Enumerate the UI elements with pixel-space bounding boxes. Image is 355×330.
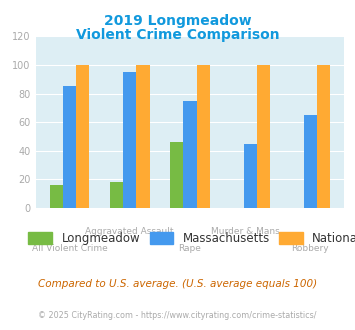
Bar [183,101,197,208]
Text: Murder & Mans...: Murder & Mans... [212,227,289,236]
Legend: Longmeadow, Massachusetts, National: Longmeadow, Massachusetts, National [24,227,355,249]
Bar [63,86,76,208]
Bar [50,185,63,208]
Bar [317,65,330,208]
Text: © 2025 CityRating.com - https://www.cityrating.com/crime-statistics/: © 2025 CityRating.com - https://www.city… [38,311,317,320]
Text: Aggravated Assault: Aggravated Assault [86,227,174,236]
Bar [123,72,136,208]
Bar [304,115,317,208]
Text: Compared to U.S. average. (U.S. average equals 100): Compared to U.S. average. (U.S. average … [38,279,317,289]
Bar [136,65,149,208]
Text: All Violent Crime: All Violent Crime [32,244,107,253]
Bar [170,142,183,208]
Bar [76,65,89,208]
Bar [257,65,270,208]
Text: Robbery: Robbery [291,244,329,253]
Text: 2019 Longmeadow: 2019 Longmeadow [104,15,251,28]
Text: Rape: Rape [179,244,201,253]
Bar [244,144,257,208]
Bar [197,65,210,208]
Text: Violent Crime Comparison: Violent Crime Comparison [76,28,279,42]
Bar [110,182,123,208]
